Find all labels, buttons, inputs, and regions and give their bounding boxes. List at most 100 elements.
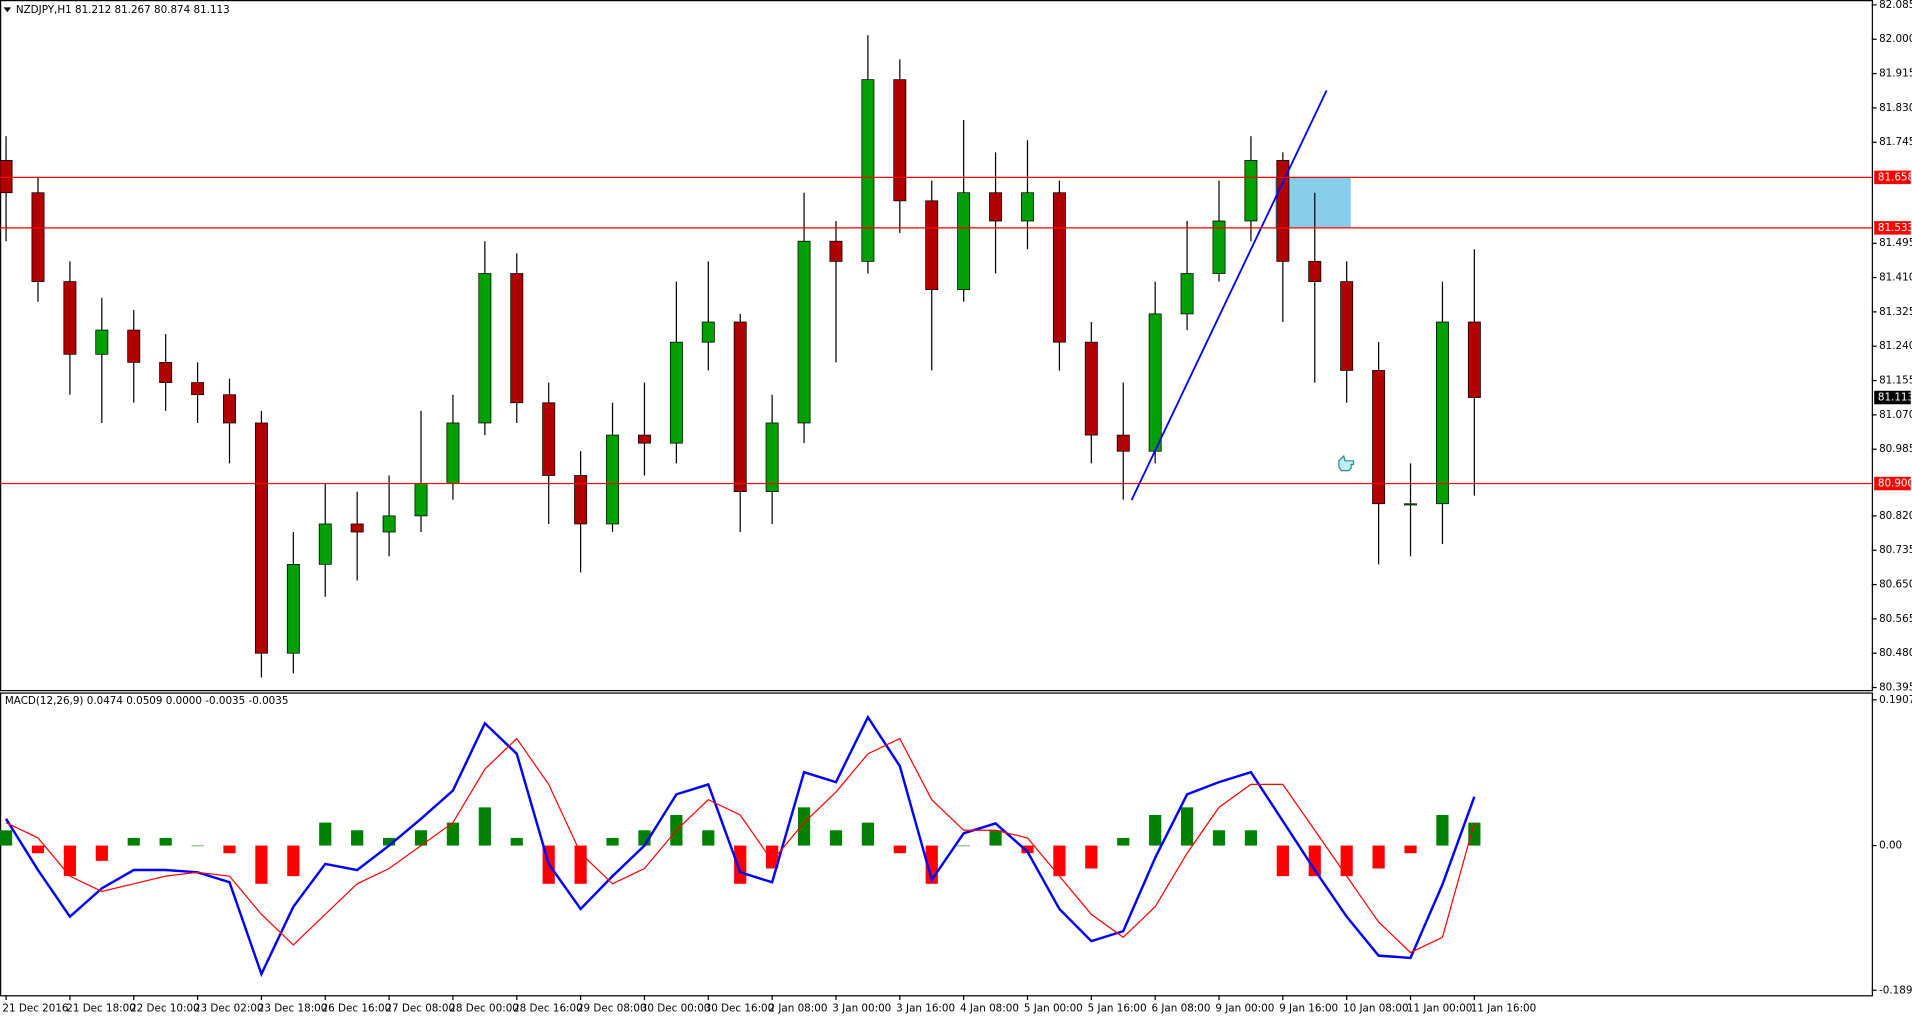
histogram-bar <box>734 845 747 884</box>
x-tick-label: 21 Dec 2016 <box>2 1003 68 1015</box>
x-tick-label: 11 Jan 00:00 <box>1407 1003 1473 1015</box>
candle-body <box>1212 220 1226 274</box>
y-tick-label: 80.735 <box>1879 544 1912 556</box>
candle-body <box>1116 434 1130 452</box>
y-tick-label: 80.565 <box>1879 613 1912 625</box>
y-tick-label: 0.1907 <box>1879 694 1912 706</box>
y-tick-label: 80.650 <box>1879 579 1912 591</box>
y-tick-label: 81.155 <box>1879 375 1912 387</box>
x-tick-label: 4 Jan 08:00 <box>960 1003 1019 1015</box>
candle-body <box>1148 313 1162 452</box>
candle-body <box>159 362 173 383</box>
price-label-box <box>1874 221 1911 235</box>
y-tick-label: 80.985 <box>1879 443 1912 455</box>
candle-body <box>765 422 779 493</box>
histogram-bar <box>1085 845 1098 869</box>
y-tick-label: 80.395 <box>1879 682 1912 694</box>
candle-body <box>1180 273 1194 315</box>
candle-body <box>318 523 332 565</box>
histogram-bar <box>414 830 428 846</box>
histogram-bar <box>95 845 108 861</box>
x-tick-label: 10 Jan 08:00 <box>1343 1003 1409 1015</box>
histogram-bar <box>287 845 300 877</box>
x-tick-label: 30 Dec 00:00 <box>641 1003 711 1015</box>
candle-body <box>574 475 588 525</box>
candle-body <box>893 79 907 202</box>
candle-body <box>1467 321 1481 398</box>
candle-body <box>286 563 300 654</box>
menu-arrow[interactable] <box>3 7 11 13</box>
x-tick-label: 11 Jan 16:00 <box>1471 1003 1537 1015</box>
x-tick-label: 5 Jan 16:00 <box>1088 1003 1147 1015</box>
histogram-bar <box>957 845 970 847</box>
histogram-bar <box>1053 845 1066 877</box>
x-tick-label: 30 Dec 16:00 <box>705 1003 775 1015</box>
candle-body <box>1276 160 1290 262</box>
histogram-bar <box>989 830 1002 846</box>
candle-body <box>637 434 651 444</box>
y-tick-label: 80.820 <box>1879 510 1912 522</box>
x-tick-label: 28 Dec 00:00 <box>449 1003 519 1015</box>
candle-body <box>797 240 811 424</box>
hand-icon <box>1338 454 1355 472</box>
x-tick-label: 3 Jan 16:00 <box>896 1003 955 1015</box>
price-label: 81.658 <box>1878 171 1912 183</box>
x-tick-label: 29 Dec 08:00 <box>577 1003 647 1015</box>
histogram-bar <box>383 837 396 846</box>
histogram-bar <box>1340 845 1353 877</box>
y-tick-label: 81.830 <box>1879 102 1912 114</box>
candle-body <box>254 422 268 654</box>
candle-body <box>127 329 141 363</box>
candle-body <box>925 200 939 291</box>
candle-body <box>1084 341 1098 436</box>
histogram-bar <box>861 822 874 846</box>
y-tick-label: 82.000 <box>1879 33 1912 45</box>
histogram-bar <box>606 837 619 846</box>
x-tick-label: 22 Dec 10:00 <box>130 1003 200 1015</box>
y-tick-label: -0.1893 <box>1879 984 1912 996</box>
last-price-label: 81.113 <box>1878 392 1912 404</box>
candle-body <box>1372 370 1386 505</box>
candle-body <box>382 515 396 533</box>
candle-body <box>1404 503 1417 506</box>
histogram-bar <box>1212 830 1226 846</box>
y-tick-label: 82.085 <box>1879 0 1912 11</box>
histogram-bar <box>1180 807 1194 846</box>
histogram-bar <box>478 807 491 846</box>
macd-title: MACD(12,26,9) 0.0474 0.0509 0.0000 -0.00… <box>5 695 289 707</box>
candle-body <box>1244 160 1258 222</box>
candle-body <box>95 329 109 355</box>
y-tick-label: 81.745 <box>1879 136 1912 148</box>
candle-body <box>510 273 524 404</box>
histogram-bar <box>1436 814 1449 846</box>
x-tick-label: 5 Jan 00:00 <box>1024 1003 1083 1015</box>
candle-body <box>31 192 45 282</box>
candle-body <box>542 402 556 476</box>
histogram-bar <box>1308 845 1321 877</box>
macd-line <box>5 714 1476 978</box>
signal-line <box>5 737 1475 954</box>
histogram-bar <box>510 837 523 846</box>
histogram-bar <box>893 845 906 854</box>
candle-body <box>1435 321 1449 505</box>
candle-body <box>63 281 77 355</box>
candle-body <box>1340 281 1354 371</box>
candle-body <box>829 240 843 262</box>
price-plot <box>0 35 1481 678</box>
price-label-box <box>1874 170 1911 185</box>
price-label: 81.533 <box>1878 222 1912 234</box>
symbol-title: NZDJPY,H1 81.212 81.267 80.874 81.113 <box>16 4 230 16</box>
y-tick-label: 81.915 <box>1879 68 1912 80</box>
candle-body <box>0 160 13 194</box>
y-tick-label: 81.070 <box>1879 409 1912 421</box>
x-tick-label: 9 Jan 16:00 <box>1279 1003 1338 1015</box>
candle-body <box>733 321 747 493</box>
candle-body <box>1052 192 1066 343</box>
y-tick-label: 81.495 <box>1879 237 1912 249</box>
histogram-bar <box>31 845 45 854</box>
candle-body <box>1308 261 1322 282</box>
candle-body <box>701 321 715 343</box>
histogram-bar <box>1372 845 1385 869</box>
histogram-bar <box>797 807 811 846</box>
histogram-bar <box>1404 845 1417 854</box>
